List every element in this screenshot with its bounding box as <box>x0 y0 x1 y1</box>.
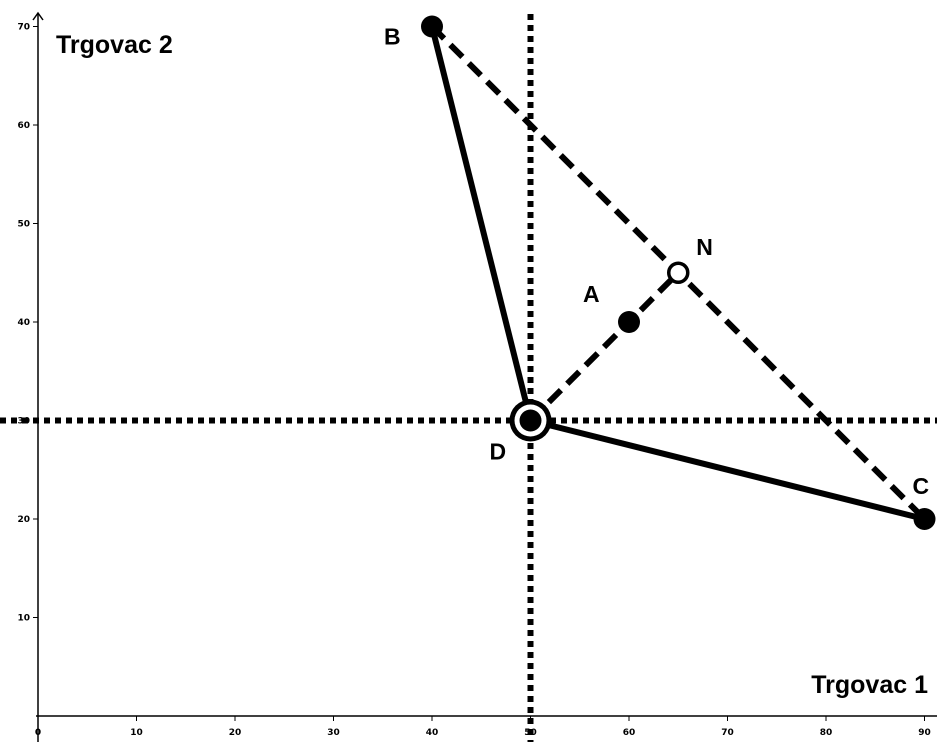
x-tick-label: 70 <box>721 728 734 738</box>
x-axis-ticks: 0 10 20 30 40 50 60 70 80 90 <box>35 716 931 738</box>
point-D-marker <box>519 409 542 432</box>
x-tick-label: 90 <box>918 728 931 738</box>
y-tick-label: 50 <box>17 220 30 230</box>
x-tick-label: 30 <box>327 728 340 738</box>
point-label-A: A <box>583 281 600 307</box>
segment-DC <box>529 417 926 522</box>
point-C-marker <box>913 508 936 530</box>
axes <box>32 11 937 742</box>
x-tick-label: 0 <box>35 728 41 738</box>
point-N-marker <box>667 261 690 284</box>
y-tick-label: 30 <box>17 417 30 427</box>
y-axis-arrow-icon <box>32 11 44 21</box>
y-tick-label: 10 <box>17 614 30 624</box>
x-tick-label: 80 <box>820 728 833 738</box>
x-tick-label: 20 <box>229 728 242 738</box>
x-tick-label: 60 <box>623 728 636 738</box>
x-tick-label: 10 <box>130 728 143 738</box>
point-label-C: C <box>913 473 930 499</box>
points <box>421 15 936 530</box>
y-tick-label: 20 <box>17 515 30 525</box>
point-label-N: N <box>696 234 713 260</box>
point-labels: B A N D C <box>384 24 929 500</box>
point-A-marker <box>618 311 640 333</box>
x-axis-title: Trgovac 1 <box>811 671 928 699</box>
point-label-B: B <box>384 24 401 50</box>
y-tick-label: 60 <box>17 121 30 131</box>
y-tick-label: 70 <box>17 23 30 33</box>
reference-lines <box>0 14 937 742</box>
y-axis-ticks: 10 20 30 40 50 60 70 <box>17 23 38 624</box>
x-tick-label: 50 <box>524 728 537 738</box>
point-label-D: D <box>490 439 507 465</box>
segment-BD <box>429 25 534 422</box>
segment-DN <box>528 270 681 423</box>
y-axis-title: Trgovac 2 <box>56 31 173 59</box>
point-B-marker <box>421 15 443 38</box>
x-tick-label: 40 <box>426 728 439 738</box>
y-tick-label: 40 <box>17 318 30 328</box>
